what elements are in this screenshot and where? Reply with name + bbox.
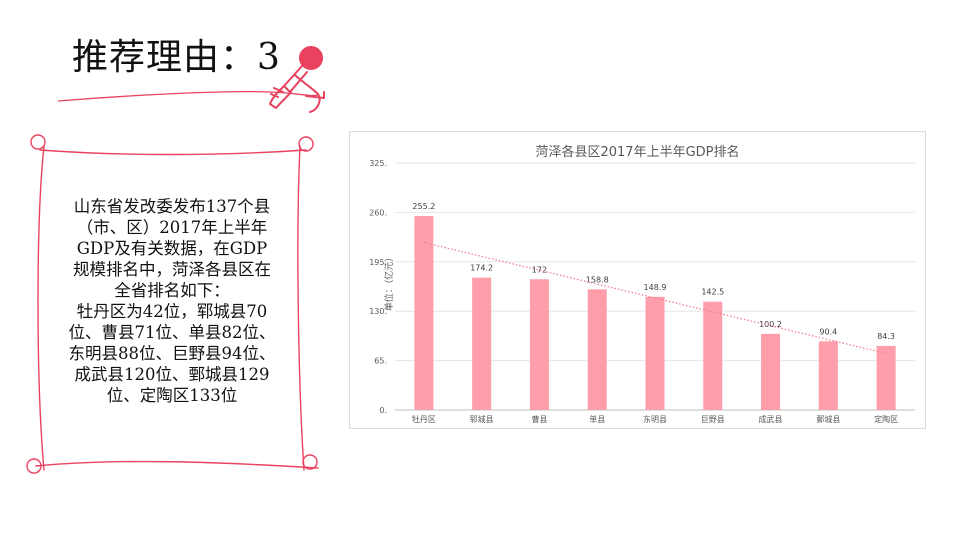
x-tick-label: 牡丹区 [412,414,436,424]
paragraph-line: 东明县88位、巨野县94位、 [68,344,276,363]
chart-plot: 0. 65. 130. 195. 260. 325. 255.2 牡丹区 174.2 郓城县 172… [369,159,915,424]
data-label: 148.9 [644,283,667,292]
y-tick-label: 260. [369,208,387,217]
chart-title: 菏泽各县区2017年上半年GDP排名 [535,145,740,160]
paragraph-line: GDP及有关数据，在GDP [76,239,268,258]
paragraph-line: 位、曹县71位、单县82位、 [68,323,276,342]
x-tick-label: 郓城县 [470,415,494,424]
data-label: 84.3 [877,332,895,341]
paragraph-line: 山东省发改委发布137个县 [73,197,271,216]
x-tick-label: 成武县 [759,414,783,424]
paragraph-line: 牡丹区为42位，郓城县70 [76,302,268,321]
data-label: 90.4 [819,327,837,336]
bar [818,341,838,410]
y-tick-label: 130. [369,307,387,316]
y-axis-label: 单位：（亿元） [385,252,395,312]
bar [876,345,896,410]
bar [587,289,607,410]
bar [414,216,434,410]
x-tick-label: 定陶区 [874,414,898,424]
title-underline [57,90,319,102]
data-label: 174.2 [470,264,493,273]
data-label: 255.2 [412,202,435,211]
y-tick-label: 0. [379,406,387,415]
x-tick-label: 鄄城县 [816,415,840,424]
bar [761,333,781,410]
text-box-frame [26,134,319,474]
trendline [423,241,887,355]
x-tick-label: 曹县 [531,414,547,424]
gdp-bar-chart: 菏泽各县区2017年上半年GDP排名 单位：（亿元） 0. 65. 130. 195.… [349,131,926,429]
paragraph-line: 成武县120位、鄄城县129 [74,365,270,384]
data-label: 158.8 [586,275,609,284]
data-label: 172 [532,265,547,274]
data-label: 100.2 [759,320,782,329]
data-label: 142.5 [701,288,724,297]
y-tick-label: 195. [369,258,387,267]
x-tick-label: 东明县 [643,414,667,424]
x-tick-label: 单县 [589,414,605,424]
microphone-icon [269,46,325,113]
paragraph-line: 规模排名中，菏泽各县区在 [73,260,271,279]
bar [529,279,549,410]
paragraph-line: （市、区）2017年上半年 [76,218,268,237]
x-tick-label: 巨野县 [701,415,725,424]
y-tick-label: 65. [374,357,387,366]
y-tick-label: 325. [369,159,387,168]
bar [703,301,723,410]
page-title: 推荐理由：3 [72,37,281,78]
paragraph-line: 位、定陶区133位 [106,386,238,405]
paragraph-line: 全省排名如下： [114,281,230,300]
ranking-paragraph: 山东省发改委发布137个县 （市、区）2017年上半年 GDP及有关数据，在GD… [52,196,292,406]
bar [472,277,492,410]
bar [645,296,665,410]
